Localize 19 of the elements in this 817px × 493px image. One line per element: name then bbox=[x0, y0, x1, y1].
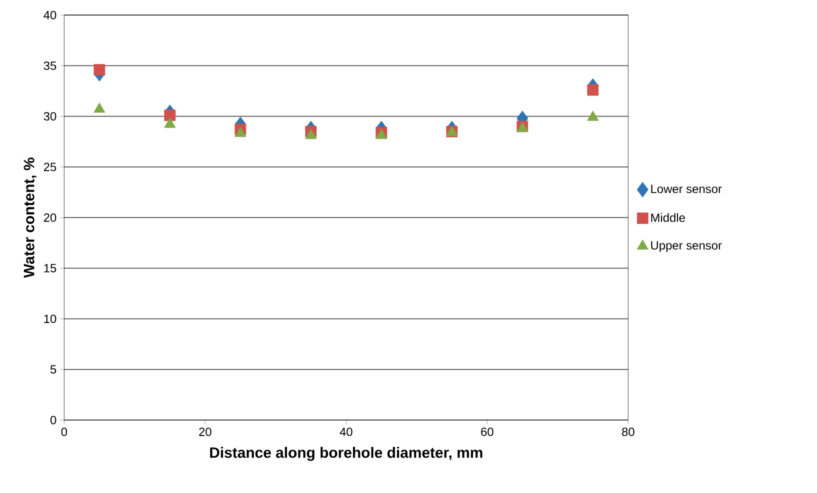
y-axis-title: Water content, % bbox=[24, 158, 37, 278]
y-tick-label: 0 bbox=[50, 416, 56, 424]
x-tick-label: 40 bbox=[340, 428, 352, 436]
legend-label: Lower sensor bbox=[651, 184, 722, 194]
x-tick-label: 20 bbox=[199, 428, 212, 436]
legend-label: Middle bbox=[651, 213, 685, 222]
y-tick-label: 25 bbox=[44, 162, 56, 172]
x-tick-label: 80 bbox=[622, 428, 634, 436]
x-tick-label: 0 bbox=[61, 428, 68, 436]
x-tick-label: 60 bbox=[481, 428, 494, 436]
legend-label: Upper sensor bbox=[651, 241, 722, 252]
y-tick-label: 10 bbox=[44, 314, 56, 324]
y-tick-label: 15 bbox=[44, 264, 56, 272]
y-tick-label: 30 bbox=[44, 112, 56, 121]
y-tick-label: 20 bbox=[44, 213, 56, 222]
y-tick-label: 35 bbox=[44, 61, 56, 70]
y-tick-label: 5 bbox=[50, 365, 56, 374]
x-axis-title: Distance along borehole diameter, mm bbox=[210, 446, 482, 461]
y-tick-label: 40 bbox=[44, 10, 56, 20]
